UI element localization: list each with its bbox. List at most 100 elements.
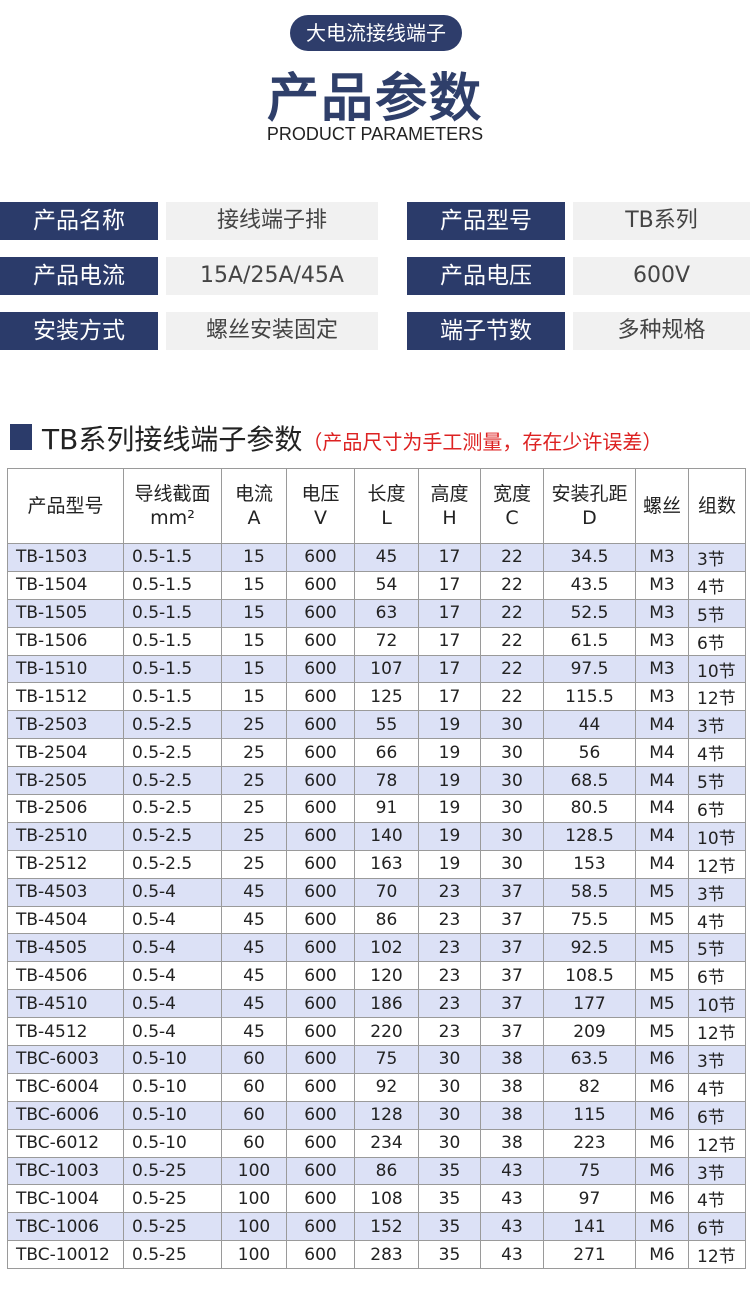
table-cell: TB-2510 xyxy=(7,821,124,851)
table-cell: M3 xyxy=(635,543,689,572)
table-cell: 141 xyxy=(543,1212,636,1242)
table-cell: 0.5-1.5 xyxy=(123,543,222,572)
table-cell: 55 xyxy=(354,710,419,740)
table-cell: 60 xyxy=(221,1100,287,1130)
table-row: TB-4510 0.5-4 45 600 186 23 37 177 M5 10节 xyxy=(7,989,746,1019)
table-cell: 600 xyxy=(286,821,355,851)
table-cell: M6 xyxy=(635,1156,689,1186)
spec-value: 600V xyxy=(573,257,750,295)
table-cell: 91 xyxy=(354,794,419,823)
table-cell: 22 xyxy=(480,570,544,600)
header-cell: 电压 V xyxy=(286,468,355,544)
header-line: H xyxy=(442,507,457,529)
spec-value: 多种规格 xyxy=(573,312,750,350)
table-cell: 10节 xyxy=(688,989,746,1019)
header-line: 组数 xyxy=(697,495,736,517)
table-cell: M3 xyxy=(635,570,689,600)
table-cell: TB-2504 xyxy=(7,738,124,768)
table-cell: 30 xyxy=(480,710,544,740)
table-cell: 600 xyxy=(286,1156,355,1186)
table-cell: 17 xyxy=(418,654,481,684)
table-row: TBC-6012 0.5-10 60 600 234 30 38 223 M6 12节 xyxy=(7,1128,746,1158)
table-cell: 153 xyxy=(543,849,636,879)
table-cell: 600 xyxy=(286,1100,355,1130)
table-cell: 600 xyxy=(286,1128,355,1158)
table-cell: TB-1510 xyxy=(7,654,124,684)
header-line: L xyxy=(381,507,392,529)
table-cell: 60 xyxy=(221,1128,287,1158)
table-cell: 30 xyxy=(480,766,544,796)
header-line: mm² xyxy=(150,507,195,529)
table-cell: 12节 xyxy=(688,1017,746,1047)
table-row: TB-4506 0.5-4 45 600 120 23 37 108.5 M5 6节 xyxy=(7,961,746,991)
table-cell: 56 xyxy=(543,738,636,768)
table-cell: 0.5-10 xyxy=(123,1072,222,1102)
table-cell: 60 xyxy=(221,1072,287,1102)
spec-value: 螺丝安装固定 xyxy=(166,312,378,350)
header-line: 电流 xyxy=(234,483,273,505)
table-cell: 220 xyxy=(354,1017,419,1047)
table-cell: 80.5 xyxy=(543,794,636,823)
table-cell: 30 xyxy=(480,794,544,823)
table-cell: 44 xyxy=(543,710,636,740)
table-cell: 128.5 xyxy=(543,821,636,851)
table-cell: 0.5-10 xyxy=(123,1045,222,1074)
header-line: 长度 xyxy=(367,483,406,505)
table-cell: TB-2506 xyxy=(7,794,124,823)
header-line: 安装孔距 xyxy=(551,483,628,505)
table-row: TB-1506 0.5-1.5 15 600 72 17 22 61.5 M3 6节 xyxy=(7,626,746,656)
table-cell: 86 xyxy=(354,905,419,935)
table-cell: 152 xyxy=(354,1212,419,1242)
table-cell: TBC-1003 xyxy=(7,1156,124,1186)
header-line: 高度 xyxy=(430,483,469,505)
table-cell: 45 xyxy=(221,989,287,1019)
table-cell: 600 xyxy=(286,849,355,879)
table-cell: 23 xyxy=(418,961,481,991)
table-cell: TB-4510 xyxy=(7,989,124,1019)
table-cell: M5 xyxy=(635,933,689,963)
table-cell: 234 xyxy=(354,1128,419,1158)
section-title: TB系列接线端子参数 xyxy=(42,423,303,456)
table-cell: 6节 xyxy=(688,1212,746,1242)
table-cell: 52.5 xyxy=(543,598,636,628)
section-note: （产品尺寸为手工测量，存在少许误差） xyxy=(302,430,663,454)
table-row: TB-4503 0.5-4 45 600 70 23 37 58.5 M5 3节 xyxy=(7,877,746,907)
table-cell: 125 xyxy=(354,682,419,712)
table-cell: 43 xyxy=(480,1156,544,1186)
table-cell: 100 xyxy=(221,1156,287,1186)
table-cell: M3 xyxy=(635,598,689,628)
table-cell: 30 xyxy=(418,1100,481,1130)
table-cell: 100 xyxy=(221,1240,287,1270)
table-cell: 0.5-25 xyxy=(123,1240,222,1270)
table-cell: 4节 xyxy=(688,1072,746,1102)
table-row: TB-1503 0.5-1.5 15 600 45 17 22 34.5 M3 3节 xyxy=(7,543,746,572)
spec-label: 端子节数 xyxy=(407,312,565,350)
table-cell: TB-4503 xyxy=(7,877,124,907)
table-cell: 22 xyxy=(480,598,544,628)
table-cell: 10节 xyxy=(688,654,746,684)
table-cell: 128 xyxy=(354,1100,419,1130)
spec-label: 产品电压 xyxy=(407,257,565,295)
table-cell: 25 xyxy=(221,794,287,823)
table-cell: TBC-1006 xyxy=(7,1212,124,1242)
table-cell: 0.5-2.5 xyxy=(123,849,222,879)
table-cell: 186 xyxy=(354,989,419,1019)
table-row: TB-2504 0.5-2.5 25 600 66 19 30 56 M4 4节 xyxy=(7,738,746,768)
table-cell: M6 xyxy=(635,1128,689,1158)
table-cell: 4节 xyxy=(688,570,746,600)
table-cell: 115 xyxy=(543,1100,636,1130)
table-body: TB-1503 0.5-1.5 15 600 45 17 22 34.5 M3 3节 TB-1504… xyxy=(7,543,746,1270)
table-cell: 75 xyxy=(354,1045,419,1074)
table-cell: 23 xyxy=(418,989,481,1019)
badge: 大电流接线端子 xyxy=(290,15,462,51)
table-cell: 6节 xyxy=(688,1100,746,1130)
table-cell: 92.5 xyxy=(543,933,636,963)
table-cell: TB-4504 xyxy=(7,905,124,935)
subtitle: PRODUCT PARAMETERS xyxy=(266,124,484,144)
table-row: TB-1505 0.5-1.5 15 600 63 17 22 52.5 M3 5节 xyxy=(7,598,746,628)
table-cell: 5节 xyxy=(688,598,746,628)
table-cell: 0.5-25 xyxy=(123,1212,222,1242)
table-cell: 75.5 xyxy=(543,905,636,935)
table-cell: TBC-10012 xyxy=(7,1240,124,1270)
